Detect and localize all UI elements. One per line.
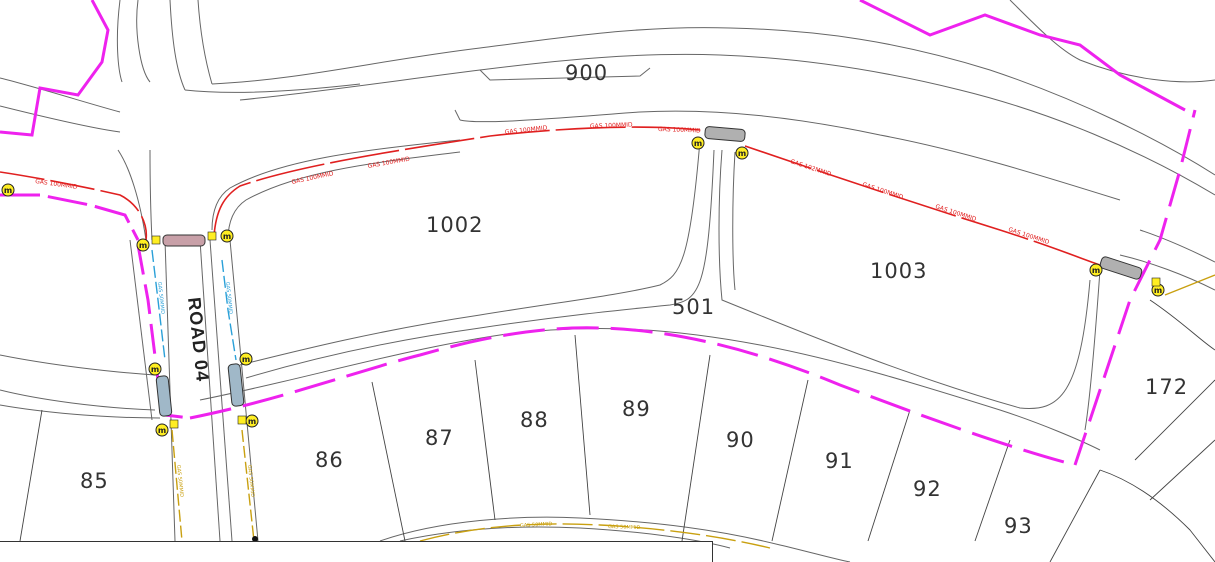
pits — [155, 126, 1143, 417]
lot-number: 88 — [520, 408, 549, 432]
svg-text:m: m — [248, 417, 256, 426]
pipe-label: GAS 50MMID — [520, 521, 553, 529]
svg-text:m: m — [139, 241, 147, 250]
pipe-label: GAS 100MMID — [590, 122, 633, 130]
svg-text:m: m — [242, 355, 250, 364]
meter-markers: m m m m m m m m m m m — [1, 136, 1165, 437]
fitting-icon — [207, 231, 217, 241]
meter-icon[interactable]: m — [1089, 263, 1103, 277]
pipe-label: GAS 100MMID — [291, 170, 335, 186]
svg-text:m: m — [4, 186, 12, 195]
lot-number: 87 — [425, 426, 454, 450]
gas-main-red — [0, 126, 1101, 266]
fitting-icon — [151, 235, 161, 245]
node-marker — [252, 536, 258, 542]
pipe-label: GAS 100MMID — [367, 156, 411, 170]
lot-number: 172 — [1145, 375, 1188, 399]
pipe-label: GAS 100MMID — [861, 181, 904, 201]
pipe-label: GAS 100MMID — [658, 126, 701, 134]
pipe-label: GAS 50MMID — [608, 524, 641, 531]
pipe-label: GAS 50MMID — [246, 465, 255, 498]
meter-icon[interactable]: m — [148, 362, 162, 376]
svg-text:m: m — [151, 365, 159, 374]
lot-numbers: 900 1002 1003 501 172 85 86 87 88 89 90 … — [80, 61, 1188, 538]
pit-box — [155, 375, 173, 417]
pipe-label: GAS 100MMID — [934, 203, 977, 223]
pipe-label: GAS 50MMID — [175, 465, 184, 498]
pit-box — [704, 126, 746, 142]
lot-number: 85 — [80, 469, 109, 493]
svg-text:m: m — [694, 139, 702, 148]
lot-number: 92 — [913, 477, 942, 501]
meter-icon[interactable]: m — [220, 229, 234, 243]
bottom-overlay-panel — [0, 541, 713, 562]
road-name: ROAD 04 — [184, 296, 213, 383]
svg-text:m: m — [738, 149, 746, 158]
lot-number: 86 — [315, 448, 344, 472]
meter-icon[interactable]: m — [245, 414, 259, 428]
meter-icon[interactable]: m — [239, 352, 253, 366]
svg-text:m: m — [1154, 286, 1162, 295]
lot-number: 90 — [726, 428, 755, 452]
pipe-label: GAS 50MMID — [156, 282, 165, 315]
lot-number: 1002 — [426, 213, 483, 237]
lot-number: 501 — [672, 295, 715, 319]
pipe-label: GAS 100MMID — [1007, 226, 1050, 246]
svg-text:m: m — [158, 426, 166, 435]
pipe-label: GAS 100MMID — [35, 178, 79, 191]
lot-number: 1003 — [870, 259, 927, 283]
svg-text:m: m — [223, 232, 231, 241]
lot-number: 900 — [565, 61, 608, 85]
lot-number: 89 — [622, 397, 651, 421]
meter-icon[interactable]: m — [1, 183, 15, 197]
svg-text:m: m — [1092, 266, 1100, 275]
meter-icon[interactable]: m — [136, 238, 150, 252]
fitting-icon — [1151, 277, 1161, 287]
pit-box — [1099, 256, 1143, 280]
lot-number: 91 — [825, 449, 854, 473]
gas-other-gold — [171, 274, 1215, 549]
pipe-label: GAS 50MMID — [224, 282, 233, 315]
pipe-label: GAS 100MMID — [504, 125, 548, 136]
meter-icon[interactable]: m — [735, 146, 749, 160]
pipe-label: GAS 102MMID — [789, 158, 832, 178]
pit-box — [162, 234, 206, 247]
meter-icon[interactable]: m — [691, 136, 705, 150]
fitting-icon — [169, 419, 179, 429]
meter-icon[interactable]: m — [155, 423, 169, 437]
lot-divider-lines — [19, 299, 1215, 562]
lot-number: 93 — [1004, 514, 1033, 538]
fitting-icon — [237, 415, 247, 425]
pit-box — [227, 363, 245, 407]
gas-service-blue — [151, 249, 237, 361]
